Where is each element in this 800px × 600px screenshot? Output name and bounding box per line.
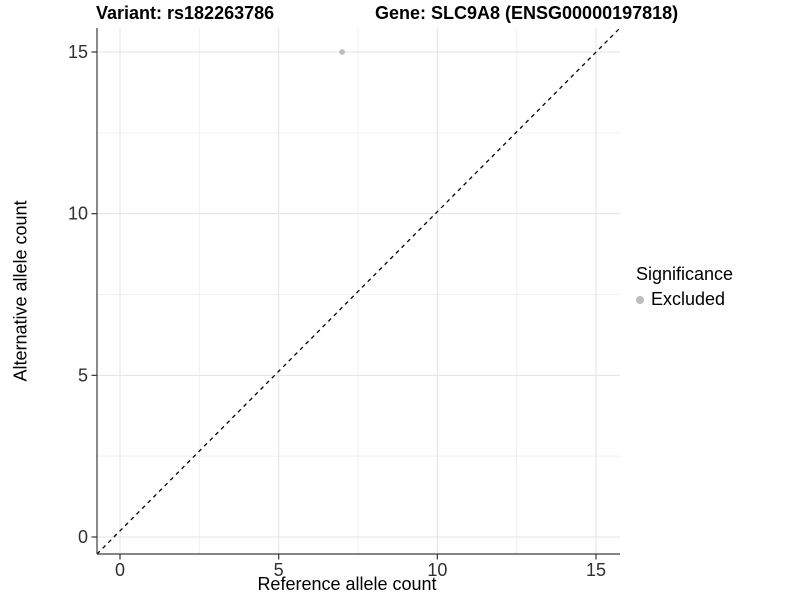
y-axis-title: Alternative allele count (10, 200, 31, 382)
x-tick-label: 10 (427, 560, 447, 580)
x-axis-title: Reference allele count (257, 574, 437, 594)
legend-entry-excluded: Excluded (636, 289, 733, 310)
data-point (339, 49, 346, 55)
legend-point-icon (636, 295, 644, 304)
x-tick-label: 15 (586, 560, 606, 580)
y-tick-label: 0 (78, 527, 88, 547)
x-tick-label: 0 (115, 560, 125, 580)
legend-title: Significance (636, 264, 734, 284)
plot-title-variant: Variant: rs182263786 (96, 3, 275, 23)
y-tick-label: 5 (78, 365, 88, 385)
y-tick-label: 10 (68, 204, 88, 224)
plot-title-gene: Gene: SLC9A8 (ENSG00000197818) (375, 3, 679, 23)
legend: Significance Excluded (636, 264, 733, 310)
y-tick-label: 15 (68, 42, 88, 62)
identity-line (96, 27, 621, 555)
legend-entry-label: Excluded (651, 289, 726, 309)
x-tick-label: 5 (274, 560, 284, 580)
